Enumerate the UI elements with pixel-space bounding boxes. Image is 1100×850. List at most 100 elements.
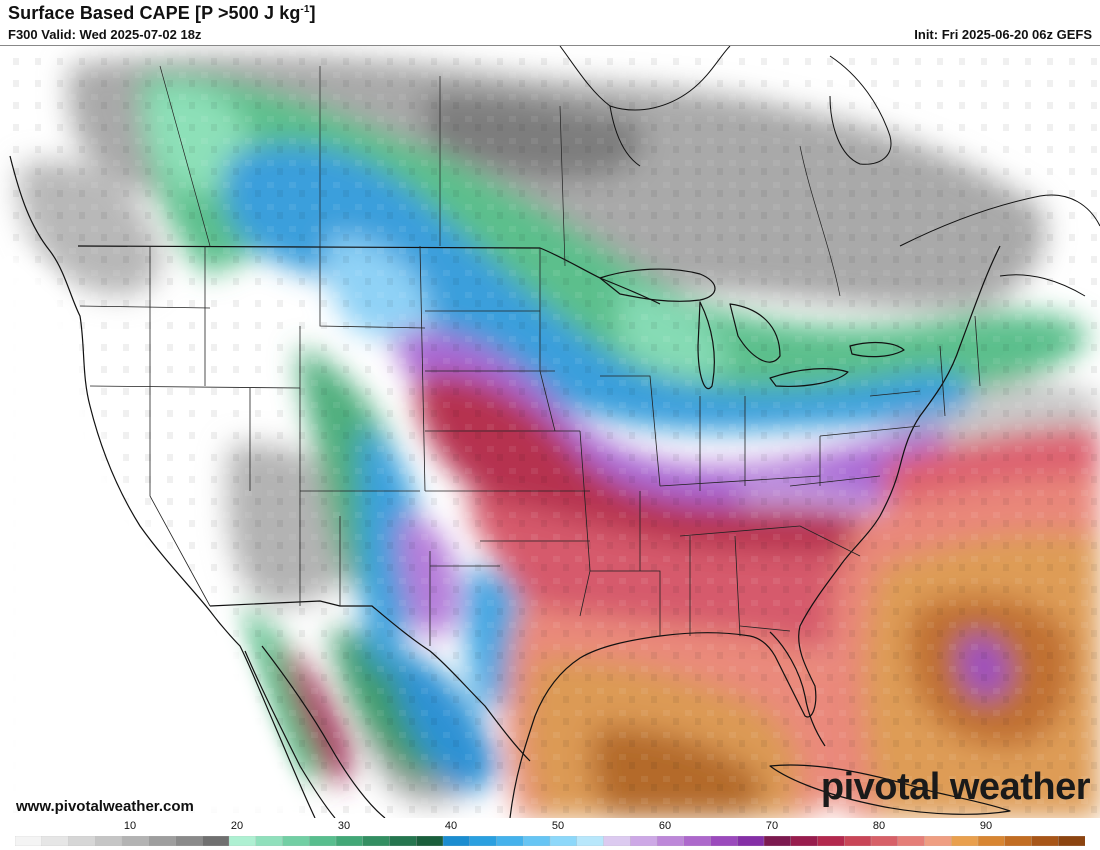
- colorbar-swatch: [710, 836, 738, 846]
- great-lake-huron: [729, 303, 781, 363]
- colorbar-tick-label: 90: [979, 820, 993, 832]
- colorbar-swatch: [416, 836, 444, 846]
- state-borders: [79, 245, 981, 646]
- northern-coastlines: [559, 46, 1100, 297]
- colorbar-swatch: [389, 836, 417, 846]
- coastline-nova-scotia: [999, 274, 1086, 297]
- colorbar-strip: [15, 836, 1085, 846]
- colorbar-swatch: [121, 836, 150, 846]
- state-line-20: [659, 475, 821, 487]
- colorbar-swatch: [496, 836, 524, 846]
- colorbar-swatch: [1031, 836, 1059, 846]
- colorbar-swatch: [442, 836, 471, 846]
- border-us-mexico: [209, 600, 531, 762]
- great-lake-michigan: [697, 301, 715, 389]
- state-line-4: [89, 385, 301, 389]
- coastline-pacific: [9, 155, 316, 818]
- map-header: Surface Based CAPE [P >500 J kg-1] F300 …: [0, 0, 1100, 46]
- colorbar-swatch: [630, 836, 658, 846]
- colorbar-tick-label: 20: [230, 820, 244, 832]
- colorbar-tick-label: 60: [658, 820, 672, 832]
- coastline-florida: [769, 631, 826, 747]
- coastline-labrador: [829, 55, 892, 165]
- colorbar-swatch: [603, 836, 631, 846]
- colorbar-swatch: [362, 836, 391, 846]
- colorbar-tick-label: 70: [765, 820, 779, 832]
- colorbar-swatch: [897, 836, 926, 846]
- colorbar-swatch: [817, 836, 845, 846]
- coastline-gulf: [509, 632, 751, 818]
- colorbar-swatch: [523, 836, 551, 846]
- great-lake-erie: [769, 368, 849, 387]
- colorbar-tick-label: 80: [872, 820, 886, 832]
- colorbar-swatch: [763, 836, 792, 846]
- colorbar-swatch: [977, 836, 1006, 846]
- state-line-25: [734, 535, 741, 637]
- colorbar-swatch: [656, 836, 685, 846]
- map-title: Surface Based CAPE [P >500 J kg-1]: [8, 3, 316, 24]
- colorbar-swatch: [41, 836, 70, 846]
- colorbar-tick-label: 40: [444, 820, 458, 832]
- colorbar-swatch: [95, 836, 123, 846]
- colorbar-swatch: [924, 836, 952, 846]
- coastline-hudson-bay: [559, 46, 731, 111]
- colorbar-swatch: [951, 836, 979, 846]
- state-line-9: [319, 246, 426, 329]
- state-line-10: [419, 245, 426, 492]
- state-line-2: [79, 305, 211, 309]
- colorbar-swatch: [255, 836, 284, 846]
- state-line-30: [819, 425, 921, 437]
- state-line-6: [149, 386, 211, 607]
- colorbar-swatch: [469, 836, 498, 846]
- colorbar-swatch: [68, 836, 96, 846]
- title-bracket: ]: [309, 3, 316, 23]
- title-text: Surface Based CAPE [P >500 J kg: [8, 3, 301, 23]
- state-line-19: [600, 375, 661, 487]
- colorbar-tick-label: 50: [551, 820, 565, 832]
- init-time-label: Init: Fri 2025-06-20 06z GEFS: [914, 27, 1092, 42]
- colorbar-swatch: [15, 836, 43, 846]
- colorbar-tick-label: 30: [337, 820, 351, 832]
- state-line-23: [679, 525, 801, 537]
- state-line-27: [799, 525, 861, 557]
- coastline-baja: [244, 650, 336, 818]
- colorbar-swatch: [1004, 836, 1033, 846]
- state-line-15: [539, 248, 556, 432]
- title-exponent: -1: [300, 4, 310, 15]
- state-line-32: [939, 345, 946, 417]
- coastline-sonora: [261, 645, 386, 818]
- province-borders: [159, 65, 841, 297]
- colorbar-labels: 10 20 30 40 50 60 70 80 90: [0, 820, 1100, 834]
- colorbar-swatch: [148, 836, 177, 846]
- colorbar-swatch: [576, 836, 605, 846]
- colorbar-swatch: [790, 836, 819, 846]
- state-line-26: [739, 625, 791, 632]
- province-line-1: [159, 65, 211, 247]
- colorbar-tick-label: 10: [123, 820, 137, 832]
- province-line-5: [799, 145, 841, 297]
- state-line-33: [974, 315, 981, 387]
- website-watermark: www.pivotalweather.com: [16, 798, 194, 815]
- colorbar-swatch: [228, 836, 257, 846]
- colorbar-swatch: [1058, 836, 1085, 846]
- colorbar: 10 20 30 40 50 60 70 80 90: [0, 818, 1100, 850]
- colorbar-swatch: [870, 836, 899, 846]
- coastline-cuba: [769, 764, 1011, 815]
- colorbar-swatch: [309, 836, 337, 846]
- colorbar-swatch: [282, 836, 310, 846]
- valid-time-label: F300 Valid: Wed 2025-07-02 18z: [8, 27, 202, 42]
- brand-watermark: pivotal weather: [820, 766, 1091, 808]
- colorbar-swatch: [737, 836, 765, 846]
- province-line-4: [559, 105, 566, 267]
- state-line-17: [590, 570, 661, 636]
- colorbar-swatch: [202, 836, 230, 846]
- colorbar-swatch: [844, 836, 872, 846]
- great-lake-superior: [599, 268, 716, 302]
- boundary-lines: [9, 155, 1011, 818]
- colorbar-swatch: [175, 836, 203, 846]
- colorbar-swatch: [549, 836, 578, 846]
- coastline-gulf-st-lawrence: [899, 194, 1100, 247]
- cape-map[interactable]: [0, 46, 1100, 818]
- coastline-james-bay: [609, 105, 641, 167]
- great-lake-ontario: [849, 341, 905, 358]
